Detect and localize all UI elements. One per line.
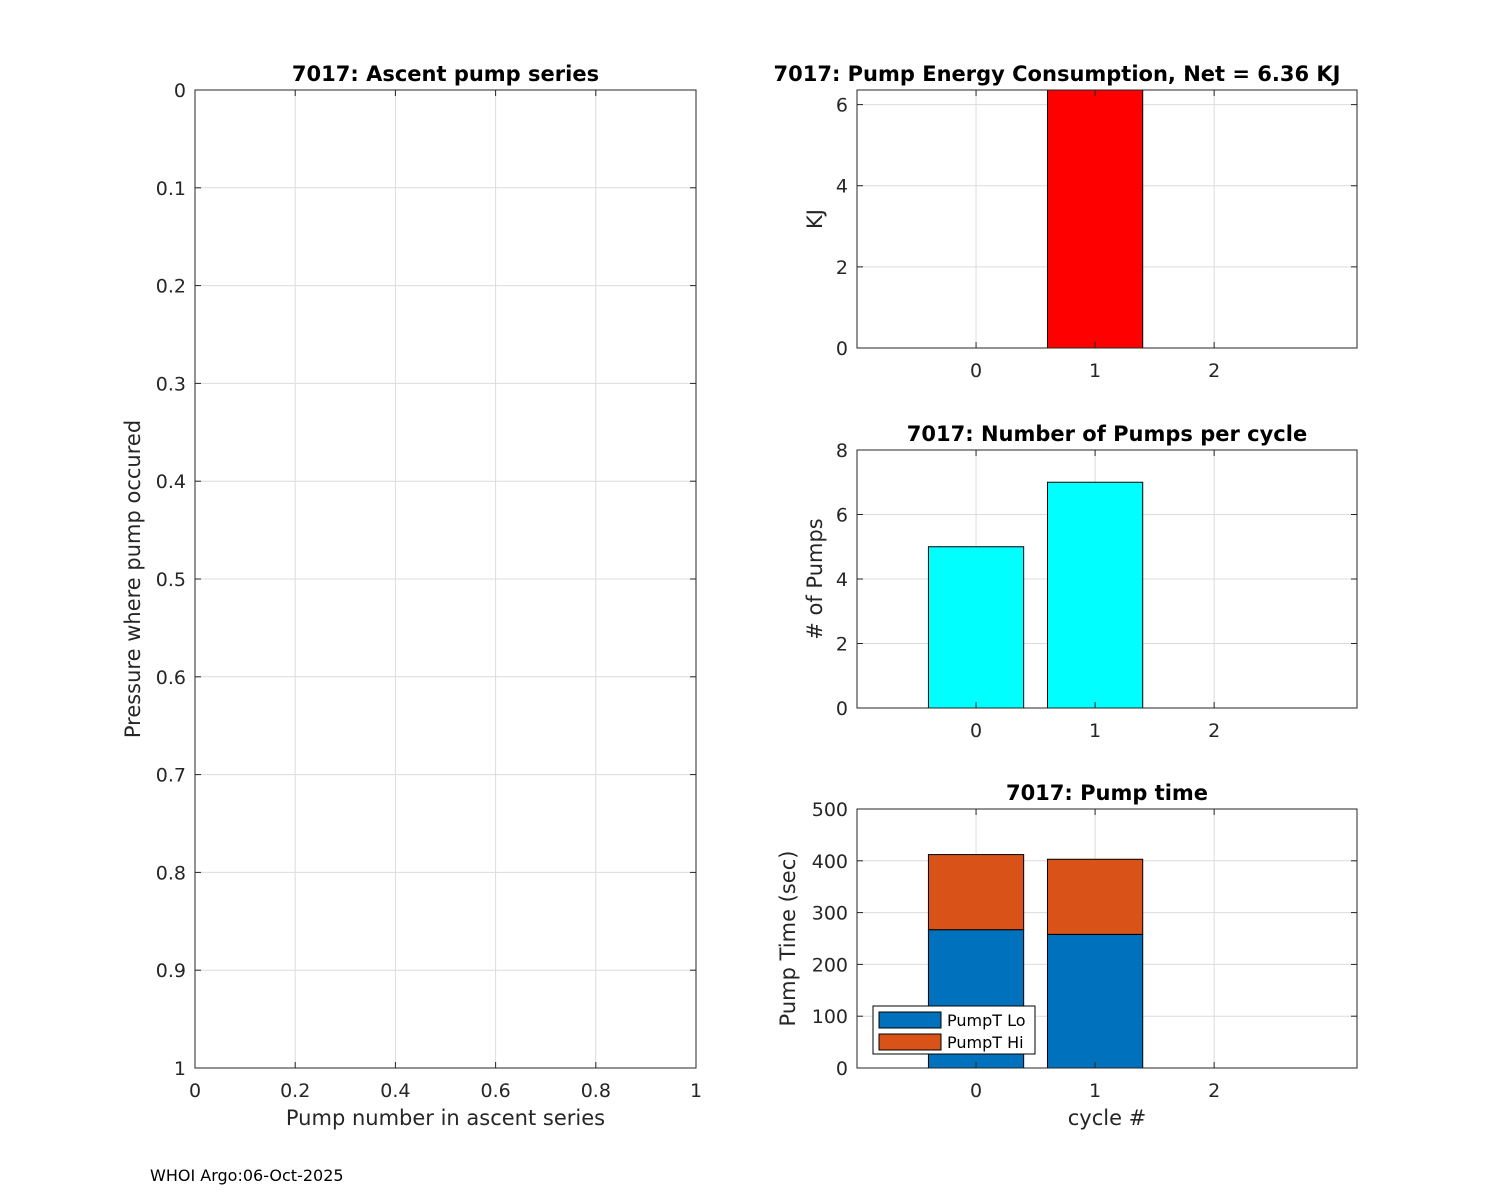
pumps-ytick-label: 2 [836, 634, 848, 656]
pumptime-xtick-label: 2 [1208, 1080, 1220, 1102]
ascent-xtick-label: 0.4 [380, 1080, 410, 1102]
energy-title: 7017: Pump Energy Consumption, Net = 6.3… [774, 62, 1341, 86]
energy-bar-1 [1046, 89, 1144, 349]
pumps-bar-0 [927, 546, 1025, 709]
pumptime-bar-0-hi [927, 854, 1025, 931]
pumptime-xtick-label: 0 [970, 1080, 982, 1102]
pumptime-ytick-label: 400 [812, 851, 848, 873]
ascent-xtick-label: 0 [189, 1080, 201, 1102]
ascent-ytick-label: 1 [174, 1058, 186, 1080]
ascent-xlabel: Pump number in ascent series [286, 1106, 605, 1130]
pumptime-ytick-label: 200 [812, 954, 848, 976]
pumps-ytick-label: 6 [836, 505, 848, 527]
ascent-xtick-label: 0.6 [480, 1080, 510, 1102]
ascent-ytick-label: 0.1 [156, 178, 186, 200]
pumptime-legend-swatch-hi [878, 1033, 942, 1051]
pumptime-bar-1-lo [1046, 933, 1144, 1069]
pumps-bar-1 [1046, 481, 1144, 709]
pumptime-legend-label-hi: PumpT Hi [947, 1033, 1024, 1052]
ascent-ytick-label: 0.3 [156, 373, 186, 395]
energy-ylabel: KJ [803, 209, 827, 229]
ascent-xtick-label: 0.2 [280, 1080, 310, 1102]
pumptime-xlabel: cycle # [1068, 1106, 1147, 1130]
energy-xtick-label: 0 [970, 360, 982, 382]
pumps-xtick-label: 2 [1208, 720, 1220, 742]
pumps-ytick-label: 4 [836, 569, 848, 591]
pumps-xtick-label: 1 [1089, 720, 1101, 742]
ascent-title: 7017: Ascent pump series [292, 62, 599, 86]
energy-ytick-label: 4 [836, 176, 848, 198]
energy-xtick-label: 1 [1089, 360, 1101, 382]
pumptime-title: 7017: Pump time [1006, 781, 1208, 805]
pumptime-ytick-label: 300 [812, 903, 848, 925]
pumptime-ylabel: Pump Time (sec) [776, 851, 800, 1027]
pumptime-legend-label-lo: PumpT Lo [947, 1011, 1026, 1030]
pumps-ylabel: # of Pumps [803, 518, 827, 640]
ascent-ytick-label: 0.6 [156, 667, 186, 689]
ascent-ytick-label: 0.8 [156, 862, 186, 884]
ascent-ylabel: Pressure where pump occured [121, 420, 145, 738]
pumps-ytick-label: 0 [836, 698, 848, 720]
ascent-xtick-label: 0.8 [581, 1080, 611, 1102]
pumptime-xtick-label: 1 [1089, 1080, 1101, 1102]
ascent-ytick-label: 0.5 [156, 569, 186, 591]
pumps-ytick-label: 8 [836, 440, 848, 462]
pumptime-legend-swatch-lo [878, 1011, 942, 1029]
pumptime-bar-1-hi [1046, 858, 1144, 935]
ascent-ytick-label: 0.7 [156, 765, 186, 787]
ascent-xtick-label: 1 [690, 1080, 702, 1102]
pumps-xtick-label: 0 [970, 720, 982, 742]
pumptime-ytick-label: 100 [812, 1006, 848, 1028]
energy-ytick-label: 0 [836, 338, 848, 360]
footer-credit: WHOI Argo:06-Oct-2025 [150, 1166, 344, 1185]
ascent-ytick-label: 0 [174, 80, 186, 102]
energy-xtick-label: 2 [1208, 360, 1220, 382]
energy-axes-box [856, 89, 1358, 349]
pumps-title: 7017: Number of Pumps per cycle [907, 422, 1307, 446]
pumptime-axes-box [856, 808, 1358, 1069]
pumptime-ytick-label: 500 [812, 799, 848, 821]
energy-ytick-label: 6 [836, 95, 848, 117]
pumptime-ytick-label: 0 [836, 1058, 848, 1080]
energy-ytick-label: 2 [836, 257, 848, 279]
ascent-ytick-label: 0.2 [156, 276, 186, 298]
ascent-ytick-label: 0.9 [156, 960, 186, 982]
ascent-ytick-label: 0.4 [156, 471, 186, 493]
